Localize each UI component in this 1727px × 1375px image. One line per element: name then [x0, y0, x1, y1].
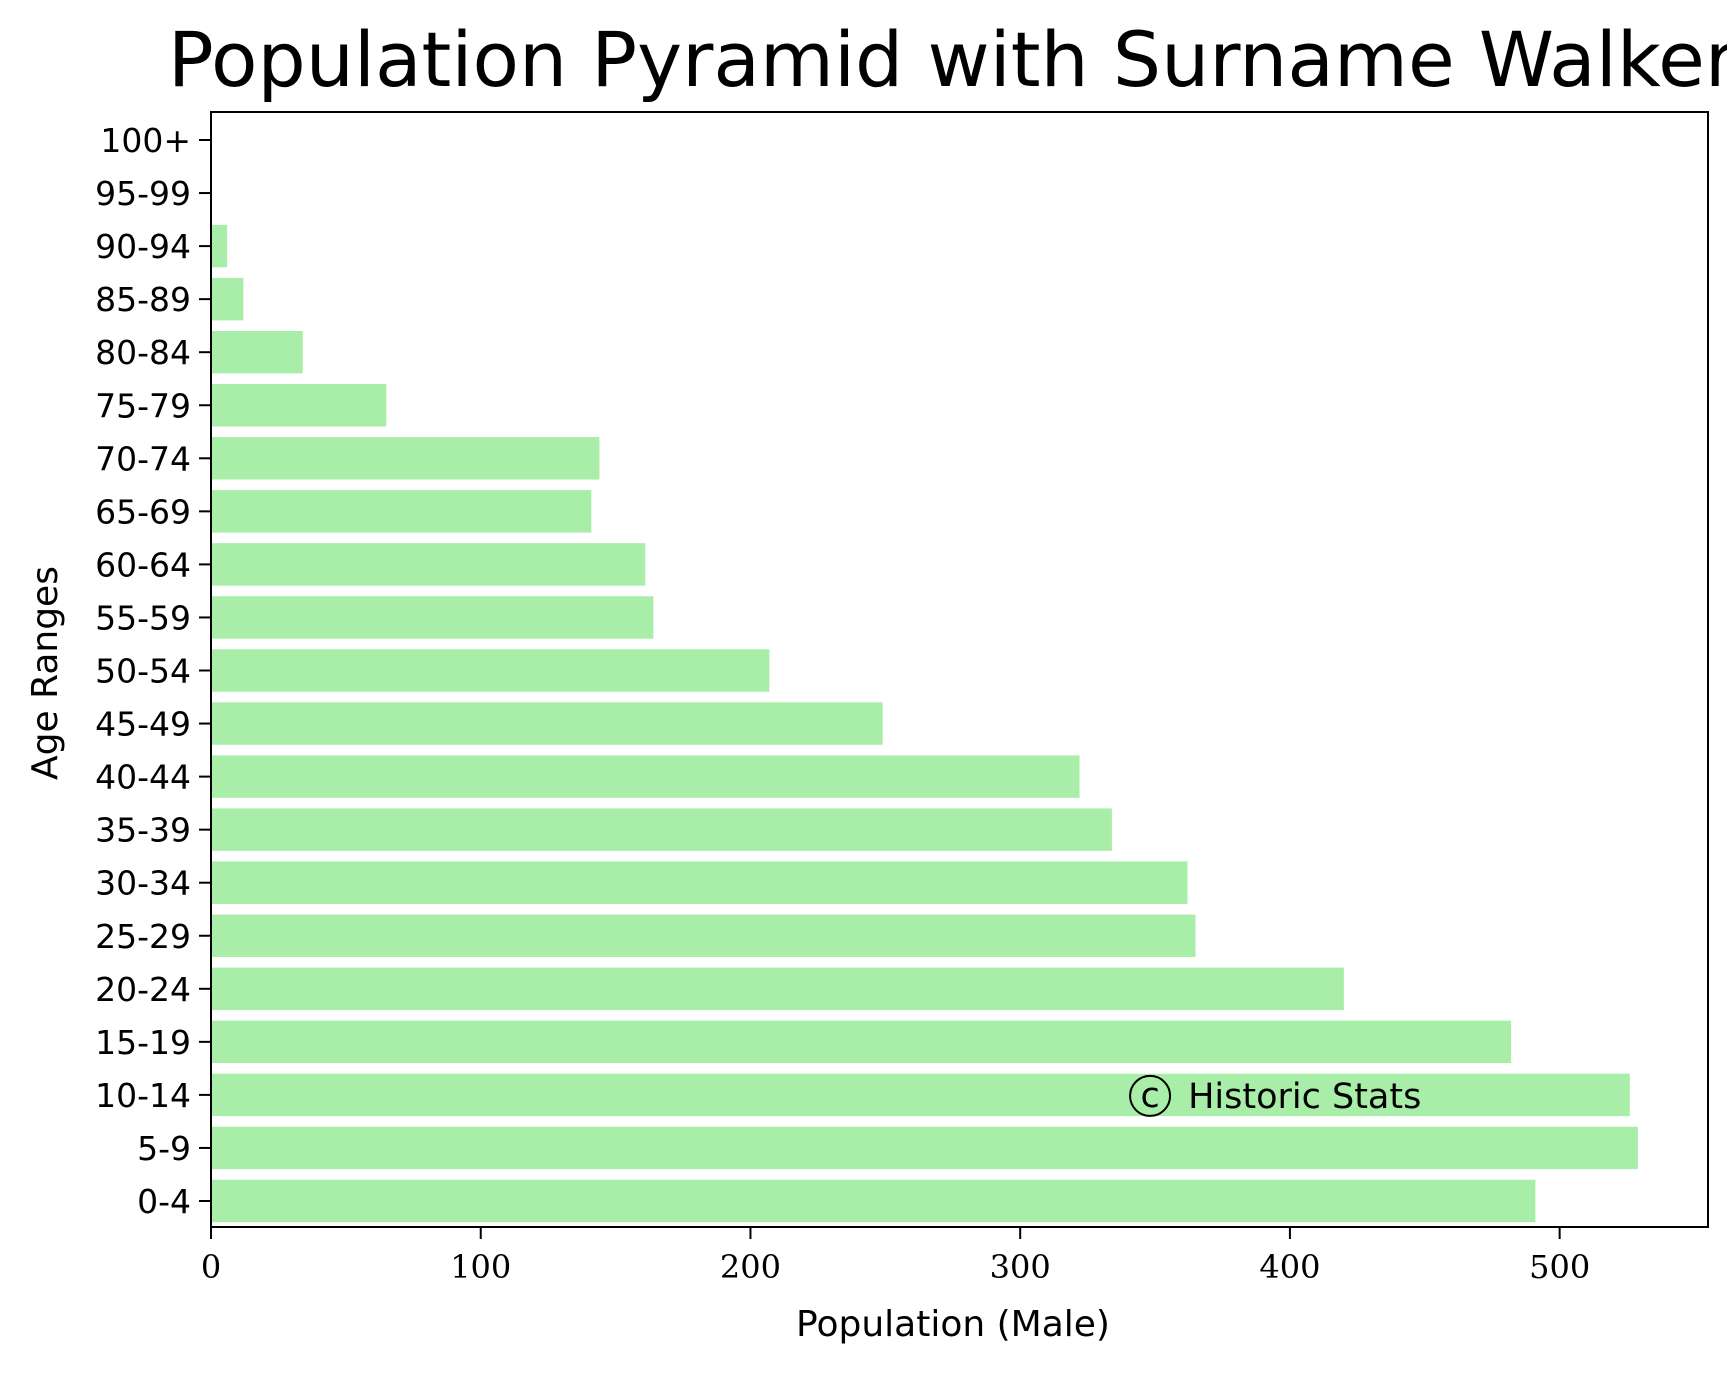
y-tick-label-15-19: 15-19: [95, 1023, 191, 1062]
bar-60-64: [211, 543, 646, 586]
x-tick-label-100: 100: [450, 1248, 511, 1286]
bar-90-94: [211, 224, 228, 268]
bar-20-24: [211, 967, 1344, 1011]
y-tick-label-100+: 100+: [100, 121, 191, 160]
y-axis: 0-4 5-9 10-14 15-19 20-24 25-29 30-34 35-39 40-4…: [95, 121, 211, 1221]
y-tick-label-95-99: 95-99: [95, 174, 191, 213]
bar-10-14: [211, 1073, 1630, 1117]
bar-5-9: [211, 1126, 1638, 1170]
y-tick-label-10-14: 10-14: [95, 1076, 191, 1115]
y-tick-label-25-29: 25-29: [95, 917, 191, 956]
y-tick-label-85-89: 85-89: [95, 280, 191, 319]
bar-85-89: [211, 277, 244, 321]
bar-50-54: [211, 649, 770, 692]
y-tick-label-30-34: 30-34: [95, 864, 191, 903]
copyright-symbol: c: [1140, 1076, 1159, 1116]
y-tick-label-70-74: 70-74: [95, 439, 191, 478]
watermark: c Historic Stats: [1129, 1074, 1421, 1117]
bar-15-19: [211, 1020, 1512, 1064]
bar-35-39: [211, 808, 1112, 851]
bar-30-34: [211, 861, 1188, 904]
bar-80-84: [211, 330, 303, 374]
bar-45-49: [211, 702, 883, 745]
bar-65-69: [211, 490, 592, 533]
bar-55-59: [211, 596, 654, 639]
bar-75-79: [211, 384, 387, 427]
y-tick-label-75-79: 75-79: [95, 386, 191, 425]
y-tick-label-45-49: 45-49: [95, 705, 191, 744]
y-tick-label-5-9: 5-9: [137, 1129, 191, 1168]
y-tick-label-90-94: 90-94: [95, 227, 191, 266]
x-axis-label: Population (Male): [796, 1304, 1110, 1345]
x-tick-label-500: 500: [1529, 1248, 1590, 1286]
y-tick-label-20-24: 20-24: [95, 970, 191, 1009]
bar-70-74: [211, 437, 600, 480]
y-tick-label-80-84: 80-84: [95, 333, 191, 372]
y-tick-label-65-69: 65-69: [95, 492, 191, 531]
copyright-icon: [1129, 1074, 1172, 1117]
y-tick-label-55-59: 55-59: [95, 598, 191, 637]
bar-25-29: [211, 914, 1196, 957]
y-tick-label-40-44: 40-44: [95, 758, 191, 797]
x-tick-label-200: 200: [720, 1248, 781, 1286]
y-tick-label-35-39: 35-39: [95, 811, 191, 850]
y-axis-label: Age Ranges: [25, 566, 66, 780]
y-tick-label-60-64: 60-64: [95, 545, 191, 584]
y-tick-label-50-54: 50-54: [95, 652, 191, 691]
chart-title: Population Pyramid with Surname Walker: [168, 15, 1727, 104]
x-tick-label-300: 300: [990, 1248, 1051, 1286]
x-tick-label-0: 0: [201, 1248, 221, 1286]
y-tick-label-0-4: 0-4: [137, 1182, 191, 1221]
x-tick-label-400: 400: [1259, 1248, 1320, 1286]
watermark-text: Historic Stats: [1188, 1077, 1421, 1117]
bar-0-4: [211, 1179, 1536, 1223]
bars-group: [211, 224, 1638, 1223]
bar-40-44: [211, 755, 1080, 798]
x-axis: 0 100 200 300 400 500: [201, 1227, 1590, 1286]
